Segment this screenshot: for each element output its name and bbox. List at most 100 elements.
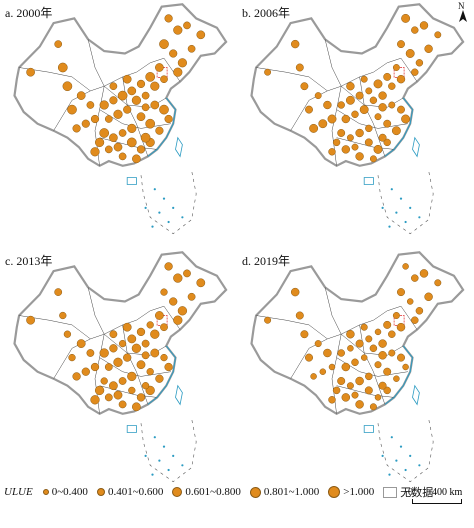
city-marker [290,287,300,297]
panel-title: c. 2013年 [5,254,53,268]
city-marker [332,386,341,395]
map-panel-2013: c. 2013年 [3,250,233,484]
city-marker [411,68,419,76]
city-marker [126,137,137,148]
island-mark [388,225,391,228]
map-panel-2006: b. 2006年 [240,2,470,236]
city-marker [355,400,364,409]
province-boundary [341,86,404,108]
city-marker [405,49,415,58]
city-marker [369,96,378,105]
city-marker [123,105,132,114]
city-marker [360,323,368,331]
island-mark [418,464,421,467]
city-marker [26,67,35,77]
city-marker [59,311,67,320]
china-map-2019 [250,251,465,483]
city-marker [341,114,351,124]
island-mark [151,473,154,476]
city-marker [68,353,76,362]
city-marker [94,385,105,396]
island-mark [167,220,170,224]
city-marker [160,353,168,362]
city-marker [109,381,118,391]
city-marker [187,292,196,301]
city-marker [291,39,300,49]
taiwan-outline [412,384,420,406]
city-marker [365,335,373,343]
sea-boundary-dashed [377,170,434,235]
legend-item-class-5: >1.000 [328,486,374,498]
province-boundary [324,39,342,166]
province-boundary [99,137,158,150]
city-marker [127,86,137,96]
legend-title: ULUE [4,486,33,498]
island-mark [390,188,393,191]
city-marker [136,393,146,402]
city-marker [365,87,373,95]
city-marker [155,63,164,72]
island-mark [399,445,403,448]
city-marker [369,403,377,411]
city-marker [359,105,369,115]
city-marker [187,44,196,53]
city-marker [419,21,429,30]
legend-item-class-1: 0~0.400 [42,486,88,498]
island-mark [395,211,398,214]
city-marker [118,339,127,348]
city-marker [86,349,95,357]
province-boundary [336,385,395,398]
city-marker [305,353,313,362]
city-marker [104,363,113,371]
province-boundary [359,76,386,157]
city-marker [365,372,373,381]
city-marker [378,381,387,390]
city-marker [346,382,354,390]
sea-boundary-dashed [140,418,197,483]
city-marker [140,132,151,143]
city-marker [113,109,123,119]
city-marker [150,329,160,339]
north-label: N [458,1,465,11]
city-marker [328,148,336,156]
city-marker [328,396,336,404]
city-marker [54,40,63,48]
city-marker [402,263,409,270]
hainan-outline [126,177,137,185]
city-marker [99,128,110,138]
city-marker [54,288,63,296]
province-boundary [87,39,105,166]
city-marker [383,386,391,395]
city-marker [347,345,354,352]
island-mark [144,206,147,209]
coastline [384,97,414,157]
city-marker [374,328,382,336]
city-marker [383,72,392,81]
city-marker [264,316,272,324]
city-marker [383,119,392,128]
coastline [147,345,177,405]
city-marker [415,307,424,315]
city-marker [360,75,368,83]
city-marker [355,91,364,100]
city-marker [337,101,345,109]
city-marker [369,155,377,163]
city-marker [104,393,113,402]
city-marker [90,147,100,157]
city-marker [76,339,86,348]
city-marker [183,269,191,278]
city-marker [132,154,141,164]
city-marker [122,74,132,84]
city-marker [415,59,424,67]
island-mark [153,436,156,439]
city-marker [160,75,168,84]
city-marker [169,49,178,58]
city-marker [374,394,382,401]
country-outline [13,3,228,168]
city-marker [369,344,378,353]
province-boundary [256,315,328,340]
city-marker [173,273,183,283]
city-marker [113,142,123,152]
hainan-outline [126,425,137,433]
city-marker [378,103,387,112]
